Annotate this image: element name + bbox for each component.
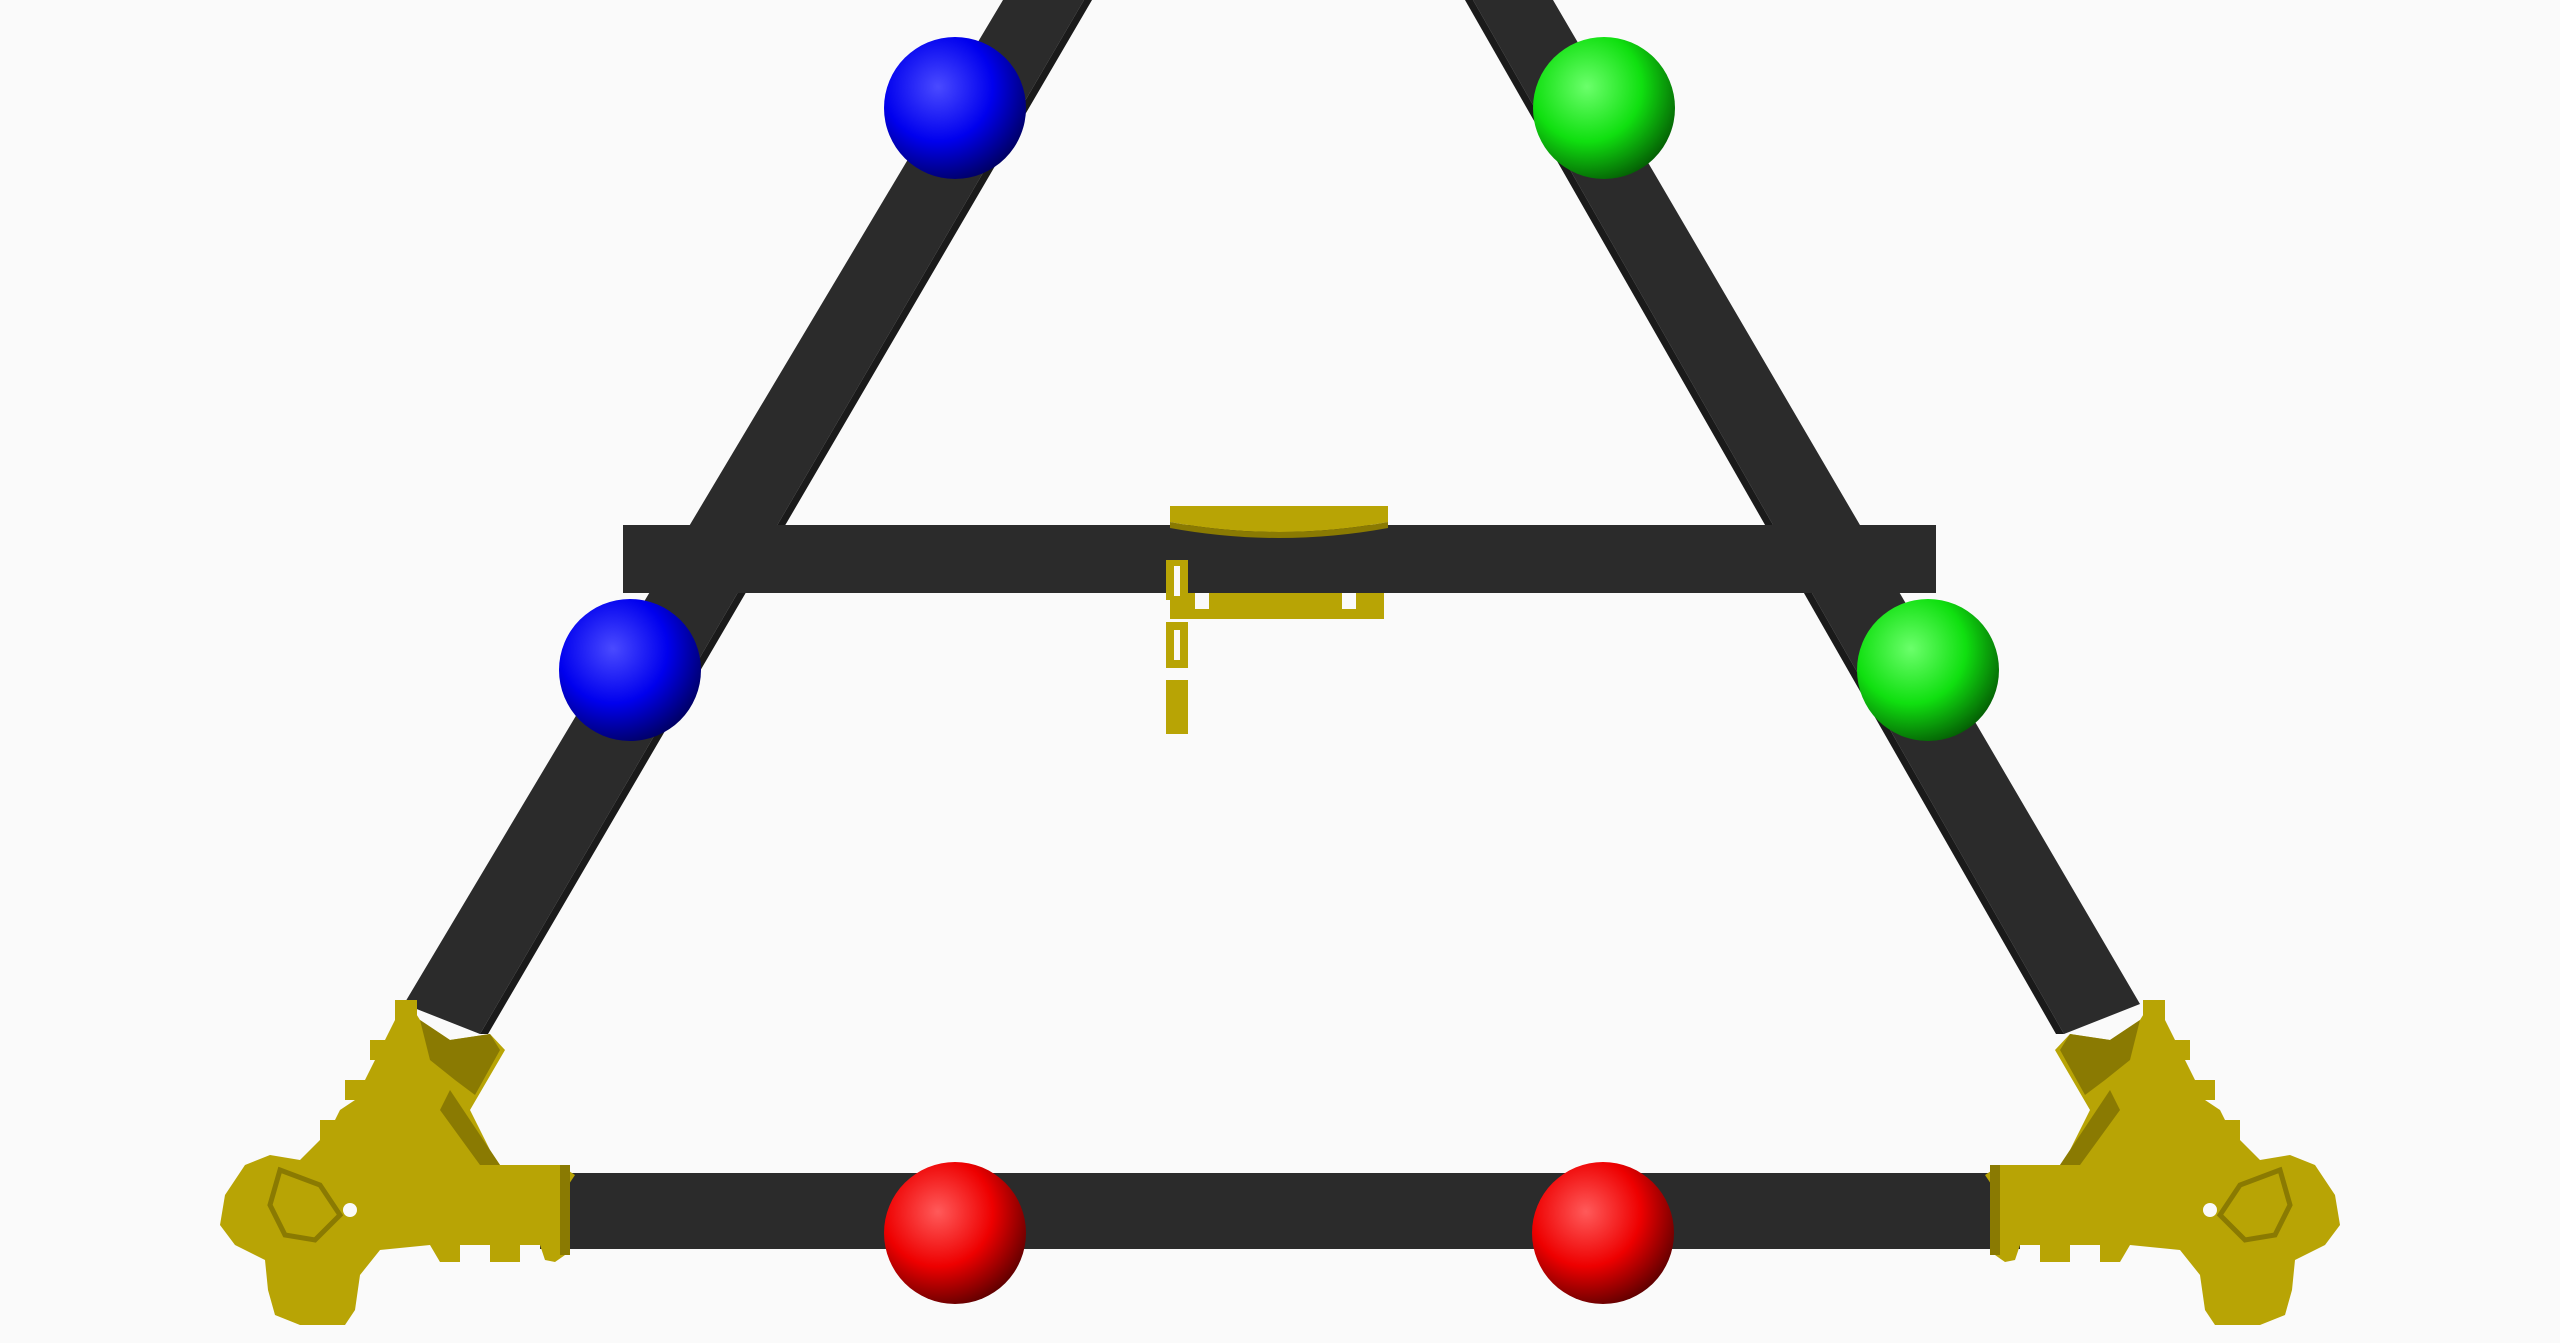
right-bracket-shadow	[2060, 1020, 2140, 1095]
effector-plate[interactable]	[1166, 506, 1388, 734]
right-bracket-plate-edge	[1990, 1165, 2000, 1255]
red-sphere-left[interactable]	[884, 1162, 1026, 1304]
effector-post-inner-1	[1174, 566, 1180, 596]
left-bracket-tooth-4	[320, 1120, 342, 1140]
frame	[404, 0, 2140, 1249]
left-bracket-shadow	[420, 1020, 500, 1095]
right-bracket-hole	[2203, 1203, 2217, 1217]
left-bracket-tooth-1	[395, 1000, 417, 1020]
left-bracket-arm	[440, 1090, 500, 1165]
left-diagonal-beam	[404, 0, 1084, 1034]
effector-post-3	[1166, 680, 1188, 734]
right-corner-bracket[interactable]	[1985, 1000, 2340, 1325]
right-diagonal-beam	[1473, 0, 2140, 1034]
right-bracket-tooth-2	[2168, 1040, 2190, 1060]
blue-sphere-middle[interactable]	[559, 599, 701, 741]
left-bracket-tooth-3	[345, 1080, 367, 1100]
right-bracket-tooth-1	[2143, 1000, 2165, 1020]
red-sphere-right[interactable]	[1532, 1162, 1674, 1304]
left-bracket-tooth-2	[370, 1040, 392, 1060]
left-corner-bracket[interactable]	[220, 1000, 575, 1325]
left-bracket-detail	[267, 1166, 344, 1243]
right-bracket-tooth-3	[2193, 1080, 2215, 1100]
right-bracket-plate	[1992, 1165, 2060, 1240]
left-bracket-plate	[500, 1165, 568, 1240]
effector-lower-bar-notch-right	[1342, 593, 1356, 609]
left-bracket-hole	[343, 1203, 357, 1217]
left-bracket-body	[220, 1004, 575, 1325]
left-bracket-plate-edge	[560, 1165, 570, 1255]
blue-sphere-top[interactable]	[884, 37, 1026, 179]
effector-top-arc	[1170, 506, 1388, 532]
effector-top-arc-shadow	[1170, 522, 1388, 538]
green-sphere-top[interactable]	[1533, 37, 1675, 179]
spheres	[559, 37, 1999, 1304]
right-diagonal-beam-shadow	[1465, 0, 2064, 1034]
left-diagonal-beam-shadow	[480, 0, 1092, 1034]
right-bracket-tooth-4	[2218, 1120, 2240, 1140]
effector-post-inner-2	[1174, 630, 1180, 660]
right-bracket-detail	[2216, 1166, 2293, 1243]
right-bracket-arm	[2060, 1090, 2120, 1165]
bottom-horizontal-beam	[540, 1173, 2020, 1249]
effector-lower-bar-notch-left	[1195, 593, 1209, 609]
green-sphere-middle[interactable]	[1857, 599, 1999, 741]
right-bracket-body	[1985, 1004, 2340, 1325]
